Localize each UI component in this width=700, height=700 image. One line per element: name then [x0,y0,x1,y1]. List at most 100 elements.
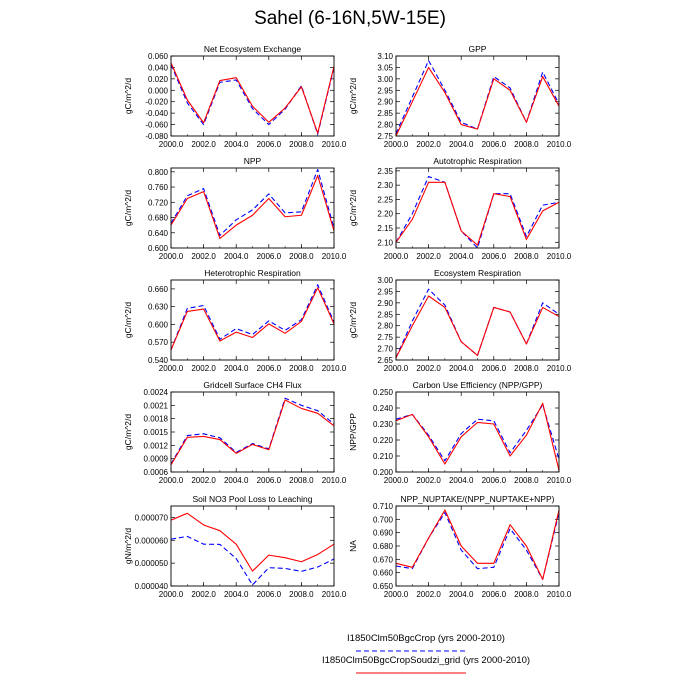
plot-frame [170,167,335,249]
y-tick-label: 3.05 [377,63,393,72]
x-tick-label: 2000.0 [159,140,184,149]
y-tick-label: 2.75 [377,132,393,141]
y-tick-label: 0.250 [373,388,394,397]
plot-frame [395,505,560,587]
y-axis-label: NPP/GPP [348,413,358,451]
series-line-0 [170,535,335,586]
series-line-1 [395,402,560,471]
chart-panel: NPP gC/m^2/d 0.600 0.640 0.680 0.720 0.760 0.80… [123,156,347,261]
chart-panel: NPP_NUPTAKE/(NPP_NUPTAKE+NPP) NA 0.650 0.66… [348,494,572,599]
series-line-1 [395,66,560,137]
x-tick-label: 2010.0 [322,364,347,373]
chart-panel: Carbon Use Efficiency (NPP/GPP) NPP/GPP 0.… [348,380,572,485]
x-tick-label: 2010.0 [547,252,572,261]
y-tick-label: 0.760 [148,183,169,192]
y-tick-label: 0.570 [148,338,169,347]
y-tick-label: 0.660 [373,569,394,578]
x-tick-label: 2006.0 [482,590,507,599]
x-tick-label: 2006.0 [257,140,282,149]
y-tick-label: 0.000060 [135,536,169,545]
page-title: Sahel (6-16N,5W-15E) [254,8,446,29]
y-axis-label: NA [348,540,358,552]
x-tick-label: 2000.0 [384,140,409,149]
x-tick-label: 2008.0 [289,476,314,485]
y-tick-label: 0.660 [148,285,169,294]
x-tick-label: 2002.0 [416,476,441,485]
series-line-1 [395,509,560,580]
series-line-1 [170,287,335,351]
y-tick-label: 2.75 [377,333,393,342]
x-tick-label: 2002.0 [191,364,216,373]
x-tick-label: 2000.0 [384,476,409,485]
y-tick-label: 0.680 [148,214,169,223]
x-tick-label: 2000.0 [159,590,184,599]
series-line-0 [395,404,560,462]
x-tick-label: 2002.0 [191,590,216,599]
x-tick-label: 2008.0 [289,364,314,373]
y-tick-label: 2.10 [377,238,393,247]
y-tick-label: 2.85 [377,310,393,319]
x-tick-label: 2010.0 [322,252,347,261]
y-tick-label: 0.0018 [144,415,169,424]
x-tick-label: 2008.0 [514,476,539,485]
y-tick-label: 0.210 [373,452,394,461]
y-tick-label: 2.95 [377,287,393,296]
series-line-0 [170,64,335,135]
x-tick-label: 2002.0 [416,140,441,149]
chart-panel: Gridcell Surface CH4 Flux gC/m^2/d 0.0006 0… [123,380,347,485]
x-tick-label: 2006.0 [482,252,507,261]
x-tick-label: 2004.0 [449,364,474,373]
x-tick-label: 2006.0 [482,140,507,149]
y-tick-label: 2.15 [377,224,393,233]
x-tick-label: 2010.0 [322,476,347,485]
y-tick-label: 0.640 [148,229,169,238]
y-tick-label: 0.0006 [144,468,169,477]
y-tick-label: 0.040 [148,63,169,72]
y-tick-label: 0.710 [373,502,394,511]
x-tick-label: 2002.0 [191,252,216,261]
y-tick-label: 0.0012 [144,441,169,450]
x-tick-label: 2008.0 [514,252,539,261]
y-axis-label: gC/m^2/d [123,414,133,450]
y-tick-label: 0.540 [148,356,169,365]
x-tick-label: 2010.0 [322,590,347,599]
y-tick-label: 0.000070 [135,513,169,522]
chart-title: Carbon Use Efficiency (NPP/GPP) [413,380,543,390]
x-tick-label: 2002.0 [416,364,441,373]
x-tick-label: 2000.0 [159,252,184,261]
x-tick-label: 2008.0 [514,364,539,373]
x-tick-label: 2002.0 [191,140,216,149]
y-tick-label: 0.700 [373,515,394,524]
x-tick-label: 2008.0 [514,590,539,599]
y-tick-label: 0.0024 [144,388,169,397]
plot-frame [395,279,560,361]
chart-panel: Ecosystem Respiration gC/m^2/d 2.65 2.70 2.7… [348,268,572,373]
y-tick-label: 0.630 [148,303,169,312]
x-tick-label: 2000.0 [159,476,184,485]
y-tick-label: 2.90 [377,98,393,107]
x-tick-label: 2004.0 [449,590,474,599]
y-tick-label: 2.30 [377,181,393,190]
x-tick-label: 2008.0 [289,252,314,261]
plot-frame [170,279,335,361]
x-tick-label: 2008.0 [514,140,539,149]
x-tick-label: 2006.0 [257,590,282,599]
y-tick-label: 0.600 [148,244,169,253]
y-tick-label: 0.240 [373,404,394,413]
series-line-1 [395,295,560,358]
plot-frame [395,167,560,249]
y-tick-label: 0.0021 [144,401,169,410]
y-tick-label: 0.0015 [144,428,169,437]
x-tick-label: 2004.0 [449,140,474,149]
x-tick-label: 2002.0 [191,476,216,485]
plot-frame [170,505,335,587]
series-line-0 [395,176,560,249]
chart-panel: Soil NO3 Pool Loss to LeachinggN/m^2/d0.… [123,494,347,599]
x-tick-label: 2006.0 [257,252,282,261]
y-axis-label: gN/m^2/d [123,528,133,564]
chart-panel: Heterotrophic Respiration gC/m^2/d 0.540 0.… [123,268,347,373]
x-tick-label: 2000.0 [384,364,409,373]
x-tick-label: 2000.0 [384,590,409,599]
x-tick-label: 2004.0 [224,364,249,373]
